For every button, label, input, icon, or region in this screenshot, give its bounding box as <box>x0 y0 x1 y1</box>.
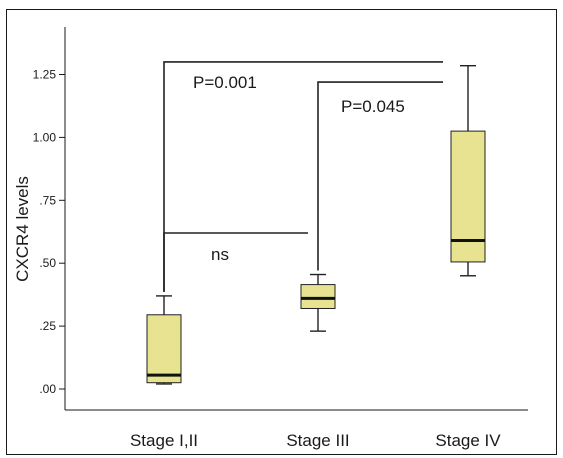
significance-bracket <box>317 81 443 271</box>
x-category-label: Stage III <box>286 431 349 450</box>
y-tick-label: .25 <box>39 319 56 333</box>
x-category-labels: Stage I,II Stage III Stage IV <box>130 431 501 450</box>
significance-label: P=0.045 <box>341 97 405 116</box>
x-category-label: Stage I,II <box>130 431 198 450</box>
iqr-box <box>300 284 336 309</box>
significance-label: ns <box>211 245 229 264</box>
box-plots <box>146 64 486 385</box>
significance-label: P=0.001 <box>193 73 257 92</box>
significance-bracket <box>163 232 308 292</box>
y-axis-label: CXCR4 levels <box>13 176 32 282</box>
y-tick-label: .50 <box>39 256 56 270</box>
significance-bracket <box>163 61 443 292</box>
x-category-label: Stage IV <box>435 431 501 450</box>
iqr-box <box>146 314 182 384</box>
y-tick-label: .75 <box>39 193 56 207</box>
significance-brackets: P=0.001 P=0.045 ns <box>163 61 443 292</box>
y-ticks: .00 .25 .50 .75 1.00 1.25 <box>33 68 65 396</box>
y-tick-label: 1.25 <box>33 68 57 82</box>
y-tick-label: 1.00 <box>33 130 57 144</box>
iqr-box <box>450 130 486 263</box>
y-tick-label: .00 <box>39 382 56 396</box>
chart-frame <box>6 9 557 455</box>
